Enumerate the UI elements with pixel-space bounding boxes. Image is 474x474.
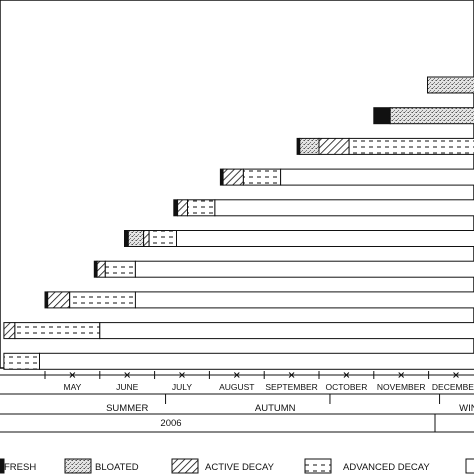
legend-label-advanced: ADVANCED DECAY xyxy=(343,462,430,473)
month-label: OCTOBER xyxy=(325,382,367,392)
bar-segment-fresh xyxy=(173,199,179,217)
mid-month-cross xyxy=(69,372,76,378)
bar-segment-remaining xyxy=(39,352,474,370)
legend-swatch-active xyxy=(171,458,199,474)
bar-segment-remaining xyxy=(214,199,474,217)
bar-segment-active xyxy=(318,137,350,155)
season-label: WINTER xyxy=(459,403,474,414)
bar-segment-advanced xyxy=(187,199,216,217)
legend-swatch-advanced xyxy=(304,458,332,474)
bar-segment-advanced xyxy=(148,230,178,247)
month-label: MAY xyxy=(64,382,82,392)
bar-segment-fresh xyxy=(373,107,391,125)
bar-segment-active xyxy=(143,230,150,247)
bar-segment-remaining xyxy=(99,322,474,340)
bar-segment-bloated xyxy=(389,107,474,125)
month-label: JULY xyxy=(172,382,192,392)
month-label: JUNE xyxy=(116,382,139,392)
bar-segment-bloated xyxy=(127,230,145,247)
bar-segment-active xyxy=(47,291,71,309)
mid-month-cross xyxy=(453,372,459,378)
bar-segment-remaining xyxy=(280,168,474,186)
season-label: AUTUMN xyxy=(255,403,296,414)
bar-segment-active xyxy=(222,168,244,186)
mid-month-cross xyxy=(124,372,131,378)
bar-segment-active xyxy=(3,322,16,340)
legend-swatch-bloated xyxy=(64,458,92,474)
bar-segment-advanced xyxy=(3,352,40,370)
bar-segment-remaining xyxy=(134,260,474,278)
month-label: DECEMBER xyxy=(432,382,474,392)
legend-swatch-fresh xyxy=(0,458,5,474)
bar-segment-active xyxy=(177,199,189,217)
bar-segment-fresh xyxy=(93,260,98,278)
mid-month-cross xyxy=(398,372,405,378)
bar-segment-advanced xyxy=(348,137,474,155)
season-label: SUMMER xyxy=(106,403,148,414)
bar-segment-fresh xyxy=(124,230,129,247)
bar-segment-advanced xyxy=(104,260,136,278)
month-label: SEPTEMBER xyxy=(265,382,317,392)
month-label: AUGUST xyxy=(219,382,254,392)
mid-month-cross xyxy=(343,372,350,378)
year-label: 2006 xyxy=(160,418,181,429)
bar-segment-bloated xyxy=(299,137,320,155)
legend-swatch-partial xyxy=(465,458,474,474)
bar-segment-remaining xyxy=(176,230,474,247)
month-label: NOVEMBER xyxy=(377,382,426,392)
mid-month-cross xyxy=(179,372,185,378)
legend-label-active: ACTIVE DECAY xyxy=(205,462,275,473)
mid-month-cross xyxy=(233,372,240,378)
bar-segment-advanced xyxy=(69,291,136,309)
mid-month-cross xyxy=(288,372,295,378)
bar-segment-advanced xyxy=(14,322,101,340)
legend-label-fresh: FRESH xyxy=(4,462,36,473)
bar-segment-remaining xyxy=(134,291,474,309)
bar-segment-advanced xyxy=(242,168,282,186)
bar-segment-active xyxy=(96,260,106,278)
legend-label-bloated: BLOATED xyxy=(95,462,139,473)
bar-segment-bloated xyxy=(427,76,474,94)
